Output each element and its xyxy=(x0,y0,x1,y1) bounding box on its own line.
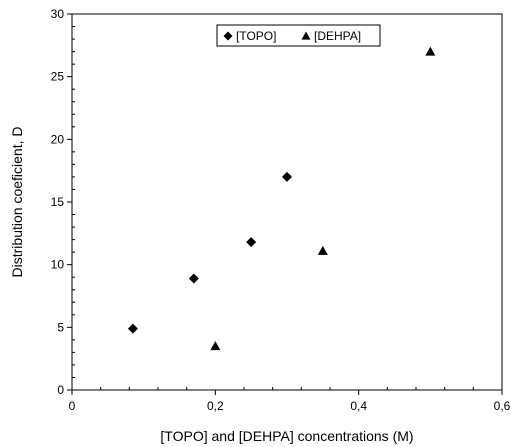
x-tick-label: 0 xyxy=(69,399,76,413)
axis-ticks xyxy=(67,13,503,395)
y-tick-label: 10 xyxy=(51,258,65,272)
plot-area xyxy=(71,13,503,391)
data-points xyxy=(127,46,436,351)
diamond-point xyxy=(282,171,292,182)
triangle-point xyxy=(317,245,328,255)
legend-marker-diamond xyxy=(223,31,233,41)
legend-label: [DEHPA] xyxy=(314,29,361,43)
y-tick-label: 15 xyxy=(51,195,65,209)
diamond-point xyxy=(127,323,138,334)
legend-marker-triangle xyxy=(301,31,311,40)
x-tick-label: 0,4 xyxy=(350,399,367,413)
legend-label: [TOPO] xyxy=(236,29,276,43)
y-tick-label: 25 xyxy=(51,70,65,84)
y-tick-label: 20 xyxy=(51,132,65,146)
y-tick-label: 30 xyxy=(51,7,65,21)
triangle-point xyxy=(425,46,436,56)
x-axis-label: [TOPO] and [DEHPA] concentrations (M) xyxy=(160,428,413,444)
triangle-point xyxy=(210,341,221,351)
diamond-point xyxy=(188,273,199,284)
x-tick-label: 0,6 xyxy=(494,399,511,413)
axis-tick-labels: 0 5 10 15 20 25 30 0 0,2 0,4 0,6 xyxy=(51,7,511,413)
legend-items: [TOPO] [DEHPA] xyxy=(223,29,361,43)
y-tick-label: 0 xyxy=(57,383,64,397)
legend-box xyxy=(216,24,381,47)
diamond-point xyxy=(246,237,257,248)
y-axis-label: Distribution coeficient, D xyxy=(9,127,25,278)
x-tick-label: 0,2 xyxy=(207,399,224,413)
y-tick-label: 5 xyxy=(57,320,64,334)
legend: [TOPO] [DEHPA] xyxy=(216,24,381,47)
